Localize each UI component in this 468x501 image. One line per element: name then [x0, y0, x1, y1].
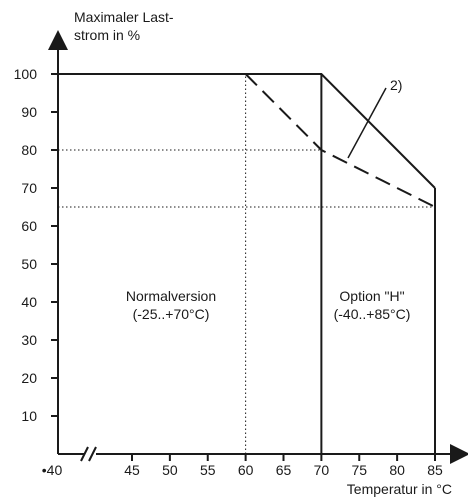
annotation-label: 2)	[390, 77, 402, 93]
y-tick-label: 70	[21, 180, 37, 196]
y-tick-label: 50	[21, 256, 37, 272]
x-tick-label-start: •40	[42, 462, 63, 478]
axis-break-icon	[80, 446, 97, 462]
x-tick-label: 80	[389, 462, 405, 478]
x-tick-label: 70	[314, 462, 330, 478]
series-line-dashed	[244, 73, 436, 208]
y-tick-label: 10	[21, 408, 37, 424]
y-tick-label: 90	[21, 104, 37, 120]
x-tick-label: 50	[162, 462, 178, 478]
x-tick-label: 55	[200, 462, 216, 478]
annotation-leader	[347, 87, 387, 159]
region-option-h-range: (-40..+85°C)	[334, 306, 411, 322]
x-tick-label: 45	[124, 462, 140, 478]
x-tick-label: 85	[427, 462, 443, 478]
x-axis-title: Temperatur in °C	[347, 481, 452, 497]
region-normal-range: (-25..+70°C)	[133, 306, 210, 322]
data-series	[58, 73, 436, 208]
region-option-h-label: Option "H"	[339, 288, 404, 304]
y-tick-label: 40	[21, 294, 37, 310]
y-tick-label: 80	[21, 142, 37, 158]
y-tick-label: 20	[21, 370, 37, 386]
y-tick-label: 30	[21, 332, 37, 348]
x-tick-label: 75	[351, 462, 367, 478]
axis-ticks: 10 20 30 40 50 60 70 80 90 100 45 50 55 60 65 70 75 80 85 •…	[14, 66, 443, 478]
x-tick-label: 60	[238, 462, 254, 478]
y-axis-title-line1: Maximaler Last-	[74, 9, 174, 25]
y-axis-title-line2: strom in %	[74, 27, 140, 43]
y-tick-label: 100	[14, 66, 38, 82]
reference-lines	[58, 74, 436, 454]
region-normal-label: Normalversion	[126, 288, 216, 304]
x-tick-label: 65	[276, 462, 292, 478]
series-line-solid	[58, 73, 436, 189]
y-tick-label: 60	[21, 218, 37, 234]
